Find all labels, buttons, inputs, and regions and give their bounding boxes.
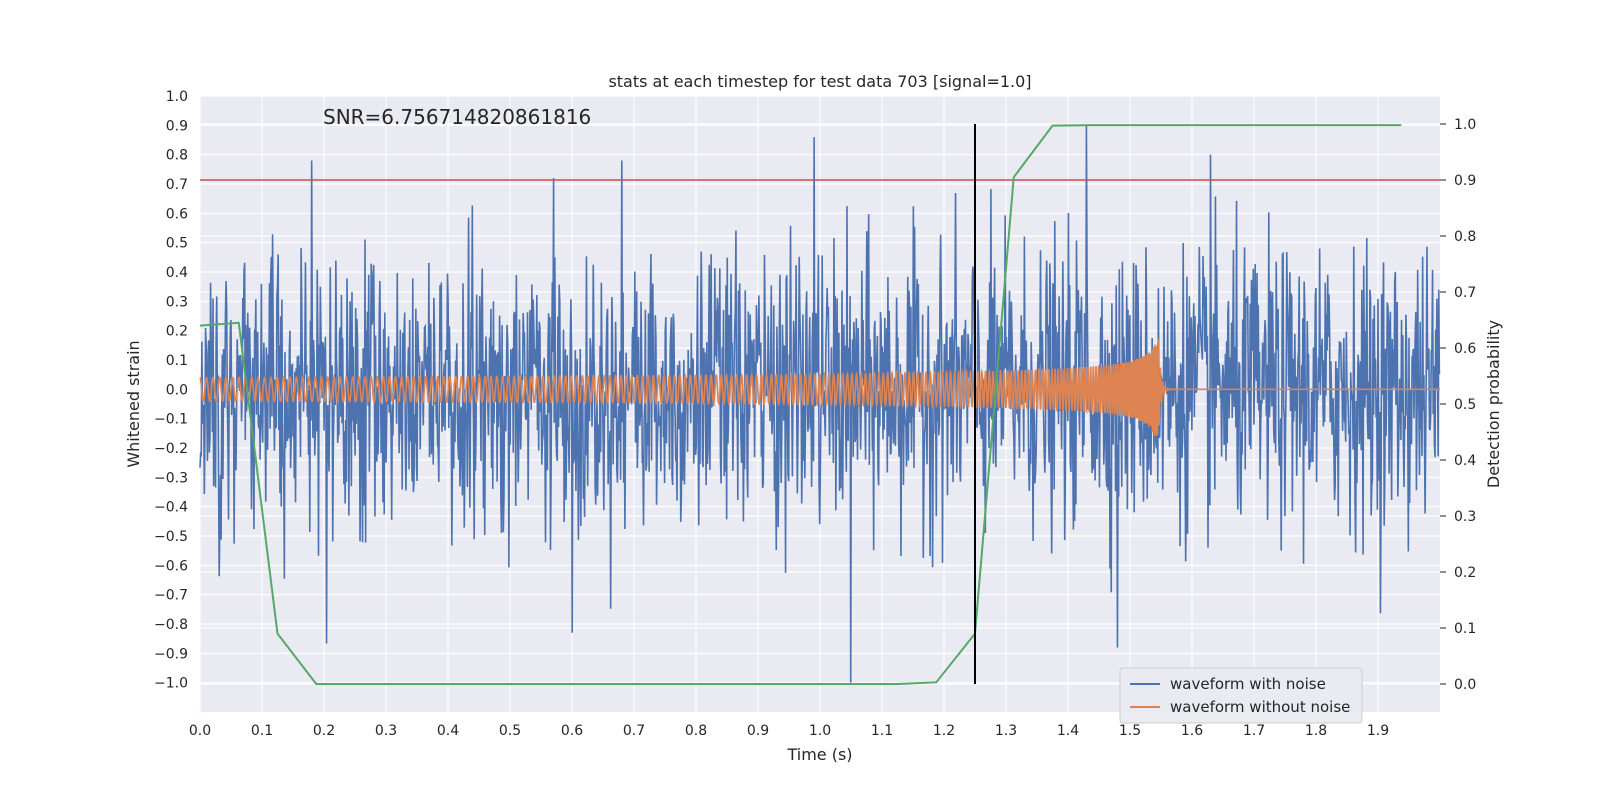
y-axis-title: Whitened strain	[124, 340, 143, 467]
legend-label-noise: waveform with noise	[1170, 675, 1326, 693]
y-tick-label: −0.4	[154, 500, 188, 516]
x-tick-label: 0.0	[189, 723, 211, 739]
x-tick-label: 0.1	[251, 723, 273, 739]
y2-tick-label: 1.0	[1454, 117, 1476, 133]
y2-tick-label: 0.3	[1454, 509, 1476, 525]
y2-axis-title: Detection probability	[1484, 320, 1503, 488]
x-tick-label: 0.2	[313, 723, 335, 739]
y-tick-label: 0.8	[166, 148, 188, 164]
series-waveform-with-noise	[199, 125, 1441, 683]
y-tick-label: −0.6	[154, 558, 188, 574]
y-tick-label: −0.1	[154, 412, 188, 428]
y-tick-label: −0.8	[154, 617, 188, 633]
x-tick-label: 0.8	[685, 723, 707, 739]
y2-tick-label: 0.2	[1454, 565, 1476, 581]
x-tick-label: 1.7	[1243, 723, 1265, 739]
x-tick-label: 0.9	[747, 723, 769, 739]
y-tick-label: 0.6	[166, 206, 188, 222]
y-tick-label: −0.3	[154, 470, 188, 486]
x-tick-label: 0.3	[375, 723, 397, 739]
y-tick-label: 0.1	[166, 353, 188, 369]
y2-tick-label: 0.0	[1454, 677, 1476, 693]
y-tick-label: 0.3	[166, 294, 188, 310]
x-tick-label: 1.9	[1367, 723, 1389, 739]
y2-tick-label: 0.8	[1454, 229, 1476, 245]
y-tick-label: −0.9	[154, 646, 188, 662]
y-tick-label: 0.7	[166, 177, 188, 193]
y2-tick-label: 0.7	[1454, 285, 1476, 301]
x-axis-title: Time (s)	[786, 745, 852, 764]
y2-tick-label: 0.5	[1454, 397, 1476, 413]
y-tick-label: 0.0	[166, 382, 188, 398]
x-tick-label: 0.7	[623, 723, 645, 739]
snr-annotation: SNR=6.756714820861816	[323, 105, 591, 129]
x-tick-label: 1.8	[1305, 723, 1327, 739]
x-tick-label: 0.5	[499, 723, 521, 739]
series-layer	[199, 124, 1441, 685]
x-tick-label: 1.2	[933, 723, 955, 739]
x-tick-label: 1.4	[1057, 723, 1079, 739]
x-tick-label: 1.0	[809, 723, 831, 739]
x-tick-label: 1.6	[1181, 723, 1203, 739]
y-tick-label: 1.0	[166, 89, 188, 105]
y-tick-label: −0.5	[154, 529, 188, 545]
y2-tick-label: 0.1	[1454, 621, 1476, 637]
legend-box	[1119, 667, 1363, 724]
y-tick-label: −1.0	[154, 676, 188, 692]
x-tick-label: 1.5	[1119, 723, 1141, 739]
y2-tick-label: 0.4	[1454, 453, 1476, 469]
y2-tick-label: 0.9	[1454, 173, 1476, 189]
series-waveform-without-noise	[199, 338, 1440, 437]
x-tick-label: 0.4	[437, 723, 459, 739]
x-tick-label: 1.3	[995, 723, 1017, 739]
x-tick-label: 1.1	[871, 723, 893, 739]
series-detection-probability	[199, 124, 1402, 685]
legend: waveform with noise waveform without noi…	[1119, 667, 1363, 724]
x-tick-label: 0.6	[561, 723, 583, 739]
y-tick-label: −0.7	[154, 588, 188, 604]
chart-title: stats at each timestep for test data 703…	[608, 72, 1031, 91]
y-tick-label: 0.4	[166, 265, 188, 281]
y2-tick-label: 0.6	[1454, 341, 1476, 357]
ticks: 0.0 0.1 0.2 0.3 0.4 0.5 0.6 0.7 0.8 0.9 1.0 1.1 1.2 1…	[154, 89, 1476, 739]
y-tick-label: 0.2	[166, 324, 188, 340]
y-tick-label: 0.5	[166, 236, 188, 252]
y-tick-label: 0.9	[166, 118, 188, 134]
y-tick-label: −0.2	[154, 441, 188, 457]
legend-label-clean: waveform without noise	[1170, 698, 1350, 716]
